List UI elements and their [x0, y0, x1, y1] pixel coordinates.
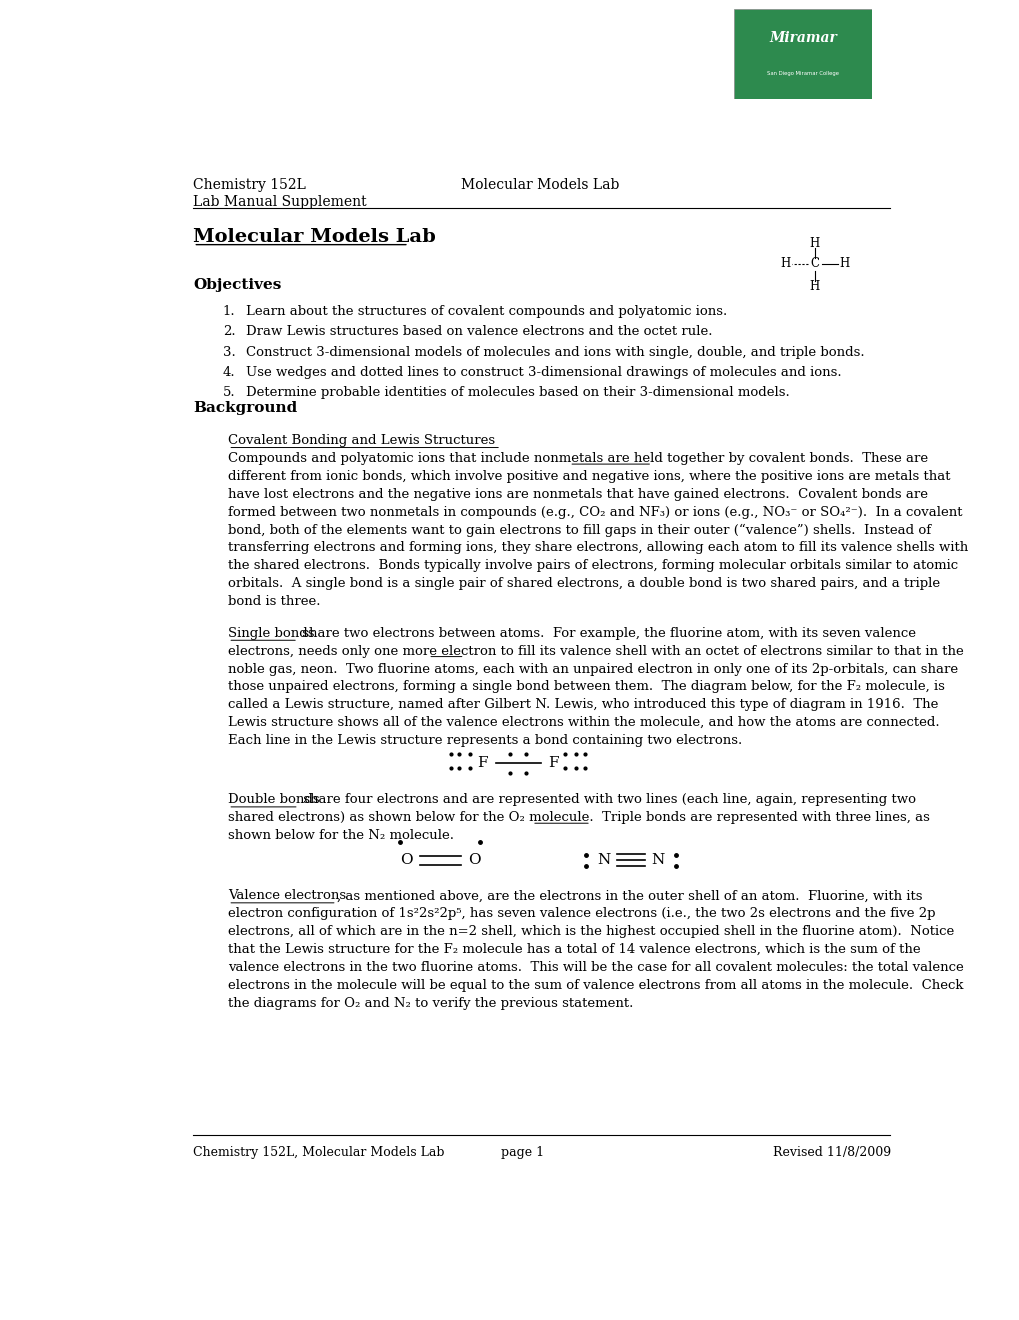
Text: Valence electrons: Valence electrons [228, 890, 346, 903]
Text: Use wedges and dotted lines to construct 3-dimensional drawings of molecules and: Use wedges and dotted lines to construct… [246, 366, 841, 379]
Text: C: C [810, 257, 818, 271]
Text: Lewis structure shows all of the valence electrons within the molecule, and how : Lewis structure shows all of the valence… [228, 717, 938, 729]
Text: electrons, needs only one more electron to fill its valence shell with an octet : electrons, needs only one more electron … [228, 644, 963, 657]
Text: Draw Lewis structures based on valence electrons and the octet rule.: Draw Lewis structures based on valence e… [246, 325, 712, 338]
Text: Molecular Models Lab: Molecular Models Lab [461, 178, 619, 191]
Text: 4.: 4. [222, 366, 235, 379]
Text: H: H [809, 280, 819, 293]
Text: those unpaired electrons, forming a single bond between them.  The diagram below: those unpaired electrons, forming a sing… [228, 680, 945, 693]
Text: orbitals.  A single bond is a single pair of shared electrons, a double bond is : orbitals. A single bond is a single pair… [228, 577, 940, 590]
Text: electrons in the molecule will be equal to the sum of valence electrons from all: electrons in the molecule will be equal … [228, 978, 963, 991]
Text: formed between two nonmetals in compounds (e.g., CO₂ and NF₃) or ions (e.g., NO₃: formed between two nonmetals in compound… [228, 506, 962, 519]
Text: Molecular Models Lab: Molecular Models Lab [194, 227, 436, 246]
Text: N: N [597, 853, 610, 867]
Text: have lost electrons and the negative ions are nonmetals that have gained electro: have lost electrons and the negative ion… [228, 488, 927, 500]
Text: H: H [809, 236, 819, 249]
Text: Double bonds: Double bonds [228, 793, 320, 807]
Text: Covalent Bonding and Lewis Structures: Covalent Bonding and Lewis Structures [228, 434, 495, 447]
Text: share two electrons between atoms.  For example, the fluorine atom, with its sev: share two electrons between atoms. For e… [298, 627, 915, 640]
Text: Each line in the Lewis structure represents a bond containing two electrons.: Each line in the Lewis structure represe… [228, 734, 742, 747]
Text: electrons, all of which are in the n=2 shell, which is the highest occupied shel: electrons, all of which are in the n=2 s… [228, 925, 954, 939]
Text: page 1: page 1 [500, 1146, 544, 1159]
Text: 3.: 3. [222, 346, 235, 359]
Text: that the Lewis structure for the F₂ molecule has a total of 14 valence electrons: that the Lewis structure for the F₂ mole… [228, 942, 920, 956]
Text: the shared electrons.  Bonds typically involve pairs of electrons, forming molec: the shared electrons. Bonds typically in… [228, 560, 958, 573]
Text: noble gas, neon.  Two fluorine atoms, each with an unpaired electron in only one: noble gas, neon. Two fluorine atoms, eac… [228, 663, 958, 676]
Text: different from ionic bonds, which involve positive and negative ions, where the : different from ionic bonds, which involv… [228, 470, 950, 483]
FancyBboxPatch shape [734, 9, 871, 99]
Text: Learn about the structures of covalent compounds and polyatomic ions.: Learn about the structures of covalent c… [246, 305, 727, 318]
Text: Background: Background [194, 401, 298, 414]
Text: , as mentioned above, are the electrons in the outer shell of an atom.  Fluorine: , as mentioned above, are the electrons … [336, 890, 921, 903]
Text: H: H [780, 257, 790, 271]
Text: 1.: 1. [222, 305, 235, 318]
Text: Miramar: Miramar [768, 30, 837, 45]
Text: 2.: 2. [222, 325, 235, 338]
Text: bond is three.: bond is three. [228, 595, 320, 609]
Text: Lab Manual Supplement: Lab Manual Supplement [194, 195, 367, 210]
Text: Construct 3-dimensional models of molecules and ions with single, double, and tr: Construct 3-dimensional models of molecu… [246, 346, 864, 359]
Text: bond, both of the elements want to gain electrons to fill gaps in their outer (“: bond, both of the elements want to gain … [228, 524, 930, 537]
Text: called a Lewis structure, named after Gilbert N. Lewis, who introduced this type: called a Lewis structure, named after Gi… [228, 698, 937, 711]
Text: F: F [477, 755, 487, 770]
Text: transferring electrons and forming ions, they share electrons, allowing each ato: transferring electrons and forming ions,… [228, 541, 968, 554]
Text: shown below for the N₂ molecule.: shown below for the N₂ molecule. [228, 829, 453, 842]
Text: the diagrams for O₂ and N₂ to verify the previous statement.: the diagrams for O₂ and N₂ to verify the… [228, 997, 633, 1010]
Text: Chemistry 152L: Chemistry 152L [194, 178, 306, 191]
Text: share four electrons and are represented with two lines (each line, again, repre: share four electrons and are represented… [299, 793, 915, 807]
Text: N: N [651, 853, 664, 867]
Text: shared electrons) as shown below for the O₂ molecule.  Triple bonds are represen: shared electrons) as shown below for the… [228, 812, 929, 824]
Text: Determine probable identities of molecules based on their 3-dimensional models.: Determine probable identities of molecul… [246, 387, 789, 400]
Text: O: O [399, 853, 413, 867]
Text: H: H [839, 257, 849, 271]
Text: Chemistry 152L, Molecular Models Lab: Chemistry 152L, Molecular Models Lab [194, 1146, 444, 1159]
Text: valence electrons in the two fluorine atoms.  This will be the case for all cova: valence electrons in the two fluorine at… [228, 961, 963, 974]
Text: Objectives: Objectives [194, 277, 281, 292]
Text: electron configuration of 1s²2s²2p⁵, has seven valence electrons (i.e., the two : electron configuration of 1s²2s²2p⁵, has… [228, 907, 934, 920]
Text: F: F [548, 755, 558, 770]
Text: Revised 11/8/2009: Revised 11/8/2009 [772, 1146, 890, 1159]
Text: 5.: 5. [222, 387, 235, 400]
Text: Single bonds: Single bonds [228, 627, 315, 640]
Text: San Diego Miramar College: San Diego Miramar College [766, 71, 839, 77]
Text: O: O [468, 853, 481, 867]
Text: Compounds and polyatomic ions that include nonmetals are held together by covale: Compounds and polyatomic ions that inclu… [228, 453, 927, 465]
